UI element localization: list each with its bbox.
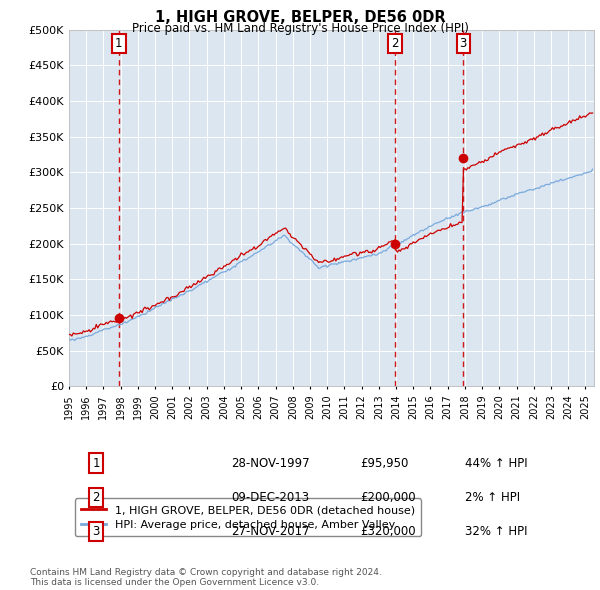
Text: 09-DEC-2013: 09-DEC-2013 — [231, 491, 309, 504]
Text: 28-NOV-1997: 28-NOV-1997 — [231, 457, 310, 470]
Text: 3: 3 — [460, 37, 467, 50]
Text: Price paid vs. HM Land Registry's House Price Index (HPI): Price paid vs. HM Land Registry's House … — [131, 22, 469, 35]
Text: £200,000: £200,000 — [360, 491, 416, 504]
Text: 44% ↑ HPI: 44% ↑ HPI — [465, 457, 527, 470]
Text: 27-NOV-2017: 27-NOV-2017 — [231, 525, 310, 538]
Text: 2: 2 — [391, 37, 399, 50]
Text: Contains HM Land Registry data © Crown copyright and database right 2024.
This d: Contains HM Land Registry data © Crown c… — [30, 568, 382, 587]
Text: £95,950: £95,950 — [360, 457, 409, 470]
Text: 2: 2 — [92, 491, 100, 504]
Text: 32% ↑ HPI: 32% ↑ HPI — [465, 525, 527, 538]
Text: 1: 1 — [115, 37, 122, 50]
Text: 3: 3 — [92, 525, 100, 538]
Text: 1: 1 — [92, 457, 100, 470]
Text: £320,000: £320,000 — [360, 525, 416, 538]
Text: 2% ↑ HPI: 2% ↑ HPI — [465, 491, 520, 504]
Text: 1, HIGH GROVE, BELPER, DE56 0DR: 1, HIGH GROVE, BELPER, DE56 0DR — [155, 10, 445, 25]
Legend: 1, HIGH GROVE, BELPER, DE56 0DR (detached house), HPI: Average price, detached h: 1, HIGH GROVE, BELPER, DE56 0DR (detache… — [74, 499, 421, 536]
